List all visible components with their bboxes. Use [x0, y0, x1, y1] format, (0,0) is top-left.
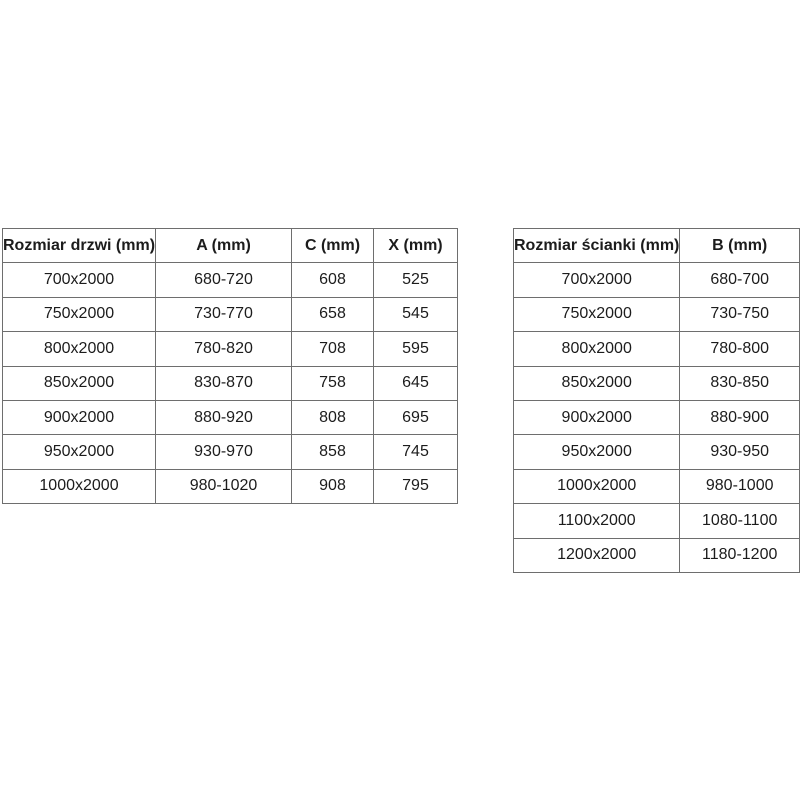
- table-cell: 745: [373, 434, 459, 470]
- table-cell: 608: [291, 262, 375, 298]
- table-cell: 908: [291, 468, 375, 505]
- table-row: 1000x2000 980-1000: [512, 468, 800, 505]
- table-cell: 1080-1100: [679, 503, 800, 539]
- table-row: 900x2000 880-920 808 695: [1, 399, 459, 436]
- table-cell: 700x2000: [1, 262, 157, 298]
- door-sizes-table: Rozmiar drzwi (mm) A (mm) C (mm) X (mm) 700…: [1, 227, 459, 505]
- table-cell: 830-850: [679, 365, 800, 401]
- table-cell: 545: [373, 296, 459, 333]
- table-cell: 858: [291, 434, 375, 470]
- table-cell: 930-970: [155, 434, 293, 470]
- table-row: 750x2000 730-770 658 545: [1, 296, 459, 333]
- table-cell: 1200x2000: [512, 537, 681, 573]
- header-cell: B (mm): [679, 227, 800, 264]
- table-cell: 1180-1200: [679, 537, 800, 573]
- table-cell: 950x2000: [512, 434, 681, 470]
- table-cell: 1000x2000: [1, 468, 157, 505]
- header-row: Rozmiar ścianki (mm) B (mm): [512, 227, 800, 264]
- table-row: 800x2000 780-820 708 595: [1, 331, 459, 367]
- header-cell: X (mm): [373, 227, 459, 264]
- table-cell: 830-870: [155, 365, 293, 401]
- door-sizes-table-body: 700x2000 680-720 608 525 750x2000 730-770 658 5…: [1, 262, 459, 505]
- table-cell: 980-1020: [155, 468, 293, 505]
- table-cell: 708: [291, 331, 375, 367]
- table-cell: 595: [373, 331, 459, 367]
- table-row: 750x2000 730-750: [512, 296, 800, 333]
- table-cell: 730-750: [679, 296, 800, 333]
- table-row: 1200x2000 1180-1200: [512, 537, 800, 573]
- table-cell: 808: [291, 399, 375, 436]
- table-row: 1000x2000 980-1020 908 795: [1, 468, 459, 505]
- table-cell: 850x2000: [512, 365, 681, 401]
- table-cell: 680-700: [679, 262, 800, 298]
- door-sizes-table-head: Rozmiar drzwi (mm) A (mm) C (mm) X (mm): [1, 227, 459, 264]
- table-row: 800x2000 780-800: [512, 331, 800, 367]
- table-cell: 880-920: [155, 399, 293, 436]
- header-row: Rozmiar drzwi (mm) A (mm) C (mm) X (mm): [1, 227, 459, 264]
- table-cell: 880-900: [679, 399, 800, 436]
- table-cell: 680-720: [155, 262, 293, 298]
- table-cell: 950x2000: [1, 434, 157, 470]
- table-cell: 1000x2000: [512, 468, 681, 505]
- table-cell: 800x2000: [1, 331, 157, 367]
- table-cell: 758: [291, 365, 375, 401]
- header-cell: C (mm): [291, 227, 375, 264]
- header-cell: A (mm): [155, 227, 293, 264]
- table-cell: 900x2000: [512, 399, 681, 436]
- wall-sizes-table: Rozmiar ścianki (mm) B (mm) 700x2000 680-7…: [512, 227, 800, 573]
- table-row: 900x2000 880-900: [512, 399, 800, 436]
- table-cell: 525: [373, 262, 459, 298]
- table-cell: 695: [373, 399, 459, 436]
- table-cell: 930-950: [679, 434, 800, 470]
- table-row: 700x2000 680-720 608 525: [1, 262, 459, 298]
- table-row: 950x2000 930-970 858 745: [1, 434, 459, 470]
- table-cell: 700x2000: [512, 262, 681, 298]
- table-row: 1100x2000 1080-1100: [512, 503, 800, 539]
- wall-sizes-table-head: Rozmiar ścianki (mm) B (mm): [512, 227, 800, 264]
- table-cell: 750x2000: [1, 296, 157, 333]
- header-cell: Rozmiar drzwi (mm): [1, 227, 157, 264]
- header-cell: Rozmiar ścianki (mm): [512, 227, 681, 264]
- table-cell: 800x2000: [512, 331, 681, 367]
- table-cell: 730-770: [155, 296, 293, 333]
- table-row: 700x2000 680-700: [512, 262, 800, 298]
- table-row: 850x2000 830-870 758 645: [1, 365, 459, 401]
- table-cell: 1100x2000: [512, 503, 681, 539]
- table-cell: 750x2000: [512, 296, 681, 333]
- table-row: 950x2000 930-950: [512, 434, 800, 470]
- table-cell: 850x2000: [1, 365, 157, 401]
- table-cell: 780-800: [679, 331, 800, 367]
- table-cell: 658: [291, 296, 375, 333]
- table-cell: 645: [373, 365, 459, 401]
- table-cell: 900x2000: [1, 399, 157, 436]
- table-row: 850x2000 830-850: [512, 365, 800, 401]
- table-cell: 795: [373, 468, 459, 505]
- table-cell: 780-820: [155, 331, 293, 367]
- table-cell: 980-1000: [679, 468, 800, 505]
- wall-sizes-table-body: 700x2000 680-700 750x2000 730-750 800x2000 78…: [512, 262, 800, 573]
